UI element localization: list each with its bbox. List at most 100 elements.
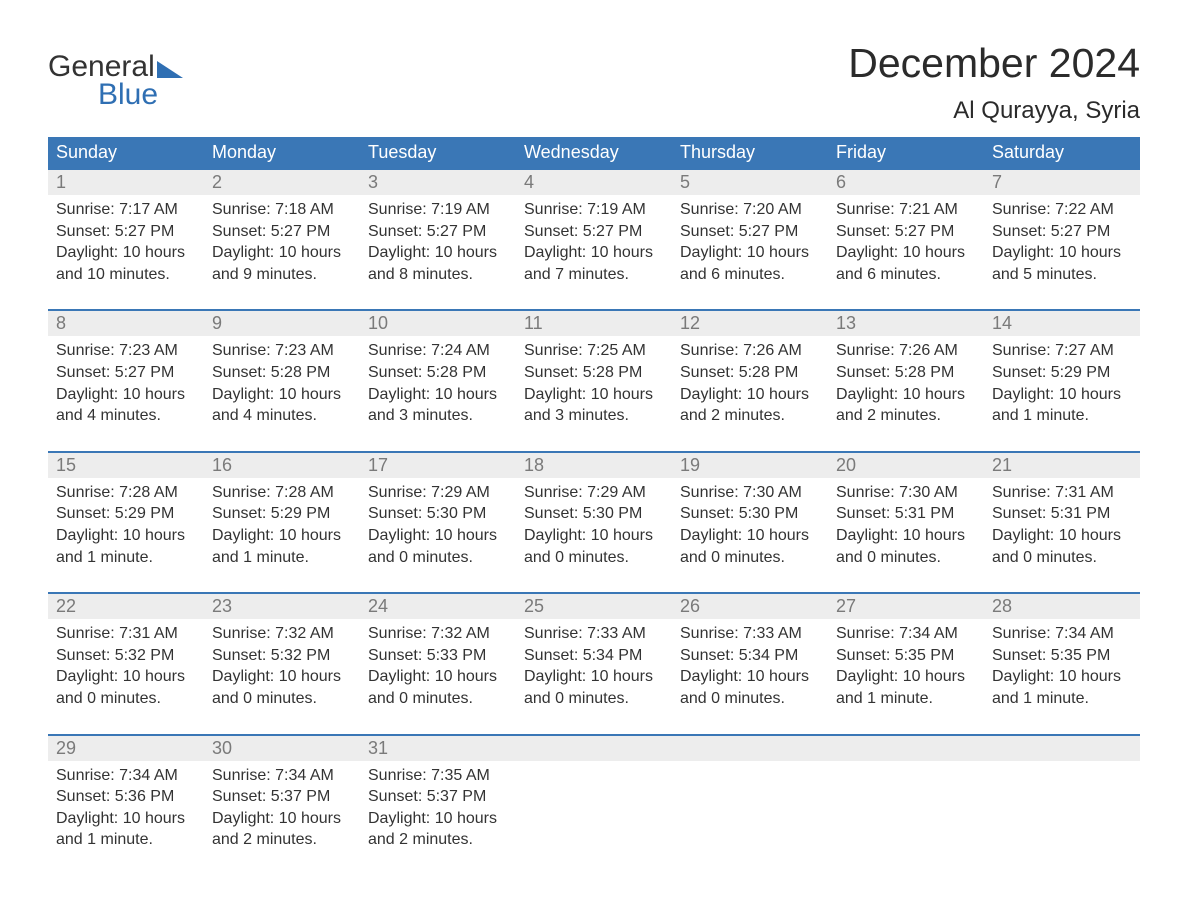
day-number-cell: 13 [828,310,984,336]
week-data-row: Sunrise: 7:31 AMSunset: 5:32 PMDaylight:… [48,619,1140,734]
day-number: 20 [828,453,984,478]
day-number-cell: 29 [48,735,204,761]
daylight-text: Daylight: 10 hours and 3 minutes. [524,384,664,427]
day-data-cell: Sunrise: 7:34 AMSunset: 5:36 PMDaylight:… [48,761,204,875]
sunset-text: Sunset: 5:37 PM [368,786,508,808]
day-number-cell: 20 [828,452,984,478]
day-number: 4 [516,170,672,195]
day-number-cell: 11 [516,310,672,336]
day-number-cell: 3 [360,169,516,195]
daylight-text: Daylight: 10 hours and 4 minutes. [212,384,352,427]
day-number: 12 [672,311,828,336]
day-data-cell [516,761,672,875]
day-data-cell [984,761,1140,875]
brand-logo: General Blue [48,50,183,112]
day-header: Tuesday [360,137,516,169]
day-number: 24 [360,594,516,619]
sunset-text: Sunset: 5:29 PM [212,503,352,525]
daylight-text: Daylight: 10 hours and 0 minutes. [56,666,196,709]
sunset-text: Sunset: 5:29 PM [56,503,196,525]
day-number-cell: 24 [360,593,516,619]
day-number: 15 [48,453,204,478]
daylight-text: Daylight: 10 hours and 10 minutes. [56,242,196,285]
sunrise-text: Sunrise: 7:22 AM [992,199,1132,221]
day-data-cell: Sunrise: 7:32 AMSunset: 5:32 PMDaylight:… [204,619,360,734]
day-data-cell: Sunrise: 7:22 AMSunset: 5:27 PMDaylight:… [984,195,1140,310]
day-number-cell [516,735,672,761]
sunset-text: Sunset: 5:28 PM [680,362,820,384]
sunset-text: Sunset: 5:27 PM [56,362,196,384]
day-number: 11 [516,311,672,336]
day-data-cell [828,761,984,875]
sunset-text: Sunset: 5:34 PM [680,645,820,667]
daylight-text: Daylight: 10 hours and 1 minute. [56,525,196,568]
day-data-cell: Sunrise: 7:34 AMSunset: 5:35 PMDaylight:… [984,619,1140,734]
sunset-text: Sunset: 5:36 PM [56,786,196,808]
sunrise-text: Sunrise: 7:26 AM [836,340,976,362]
day-number-cell: 23 [204,593,360,619]
sunset-text: Sunset: 5:28 PM [368,362,508,384]
day-data-cell: Sunrise: 7:29 AMSunset: 5:30 PMDaylight:… [516,478,672,593]
week-number-row: 1234567 [48,169,1140,195]
sunrise-text: Sunrise: 7:18 AM [212,199,352,221]
day-number-cell: 16 [204,452,360,478]
day-number-cell: 14 [984,310,1140,336]
day-data-cell: Sunrise: 7:28 AMSunset: 5:29 PMDaylight:… [48,478,204,593]
daylight-text: Daylight: 10 hours and 3 minutes. [368,384,508,427]
week-number-row: 22232425262728 [48,593,1140,619]
sunset-text: Sunset: 5:37 PM [212,786,352,808]
day-data-cell: Sunrise: 7:30 AMSunset: 5:30 PMDaylight:… [672,478,828,593]
sunrise-text: Sunrise: 7:31 AM [992,482,1132,504]
day-number-cell [828,735,984,761]
day-number: 30 [204,736,360,761]
sunrise-text: Sunrise: 7:23 AM [212,340,352,362]
week-number-row: 15161718192021 [48,452,1140,478]
sunset-text: Sunset: 5:27 PM [524,221,664,243]
sunrise-text: Sunrise: 7:34 AM [56,765,196,787]
daylight-text: Daylight: 10 hours and 1 minute. [836,666,976,709]
daylight-text: Daylight: 10 hours and 6 minutes. [680,242,820,285]
day-number: 14 [984,311,1140,336]
week-number-row: 293031 [48,735,1140,761]
sunrise-text: Sunrise: 7:35 AM [368,765,508,787]
day-number-cell: 22 [48,593,204,619]
sunrise-text: Sunrise: 7:26 AM [680,340,820,362]
day-data-cell: Sunrise: 7:26 AMSunset: 5:28 PMDaylight:… [828,336,984,451]
daylight-text: Daylight: 10 hours and 1 minute. [212,525,352,568]
day-header: Sunday [48,137,204,169]
day-data-cell: Sunrise: 7:24 AMSunset: 5:28 PMDaylight:… [360,336,516,451]
day-header: Saturday [984,137,1140,169]
week-data-row: Sunrise: 7:23 AM Sunset: 5:27 PM Daylight:… [48,336,1140,451]
daylight-text: Daylight: 10 hours and 8 minutes. [368,242,508,285]
day-data-cell: Sunrise: 7:25 AMSunset: 5:28 PMDaylight:… [516,336,672,451]
sunset-text: Sunset: 5:32 PM [212,645,352,667]
day-number: 3 [360,170,516,195]
day-number-cell: 5 [672,169,828,195]
day-number-cell: 31 [360,735,516,761]
day-number: 5 [672,170,828,195]
sunset-text: Sunset: 5:35 PM [992,645,1132,667]
day-number-cell: 8 [48,310,204,336]
sunrise-text: Sunrise: 7:20 AM [680,199,820,221]
week-data-row: Sunrise: 7:34 AMSunset: 5:36 PMDaylight:… [48,761,1140,875]
daylight-text: Daylight: 10 hours and 0 minutes. [992,525,1132,568]
month-title: December 2024 [848,40,1140,87]
daylight-text: Daylight: 10 hours and 0 minutes. [524,666,664,709]
day-number: 18 [516,453,672,478]
sunset-text: Sunset: 5:31 PM [836,503,976,525]
day-data-cell: Sunrise: 7:30 AMSunset: 5:31 PMDaylight:… [828,478,984,593]
sunset-text: Sunset: 5:27 PM [680,221,820,243]
daylight-text: Daylight: 10 hours and 2 minutes. [368,808,508,851]
sunrise-text: Sunrise: 7:29 AM [368,482,508,504]
daylight-text: Daylight: 10 hours and 2 minutes. [680,384,820,427]
location-subtitle: Al Qurayya, Syria [848,97,1140,125]
daylight-text: Daylight: 10 hours and 1 minute. [56,808,196,851]
calendar-table: SundayMondayTuesdayWednesdayThursdayFrid… [48,137,1140,875]
day-number: 26 [672,594,828,619]
daylight-text: Daylight: 10 hours and 0 minutes. [680,525,820,568]
day-number-cell: 30 [204,735,360,761]
sunset-text: Sunset: 5:30 PM [524,503,664,525]
daylight-text: Daylight: 10 hours and 0 minutes. [680,666,820,709]
day-number: 22 [48,594,204,619]
day-number-cell [984,735,1140,761]
